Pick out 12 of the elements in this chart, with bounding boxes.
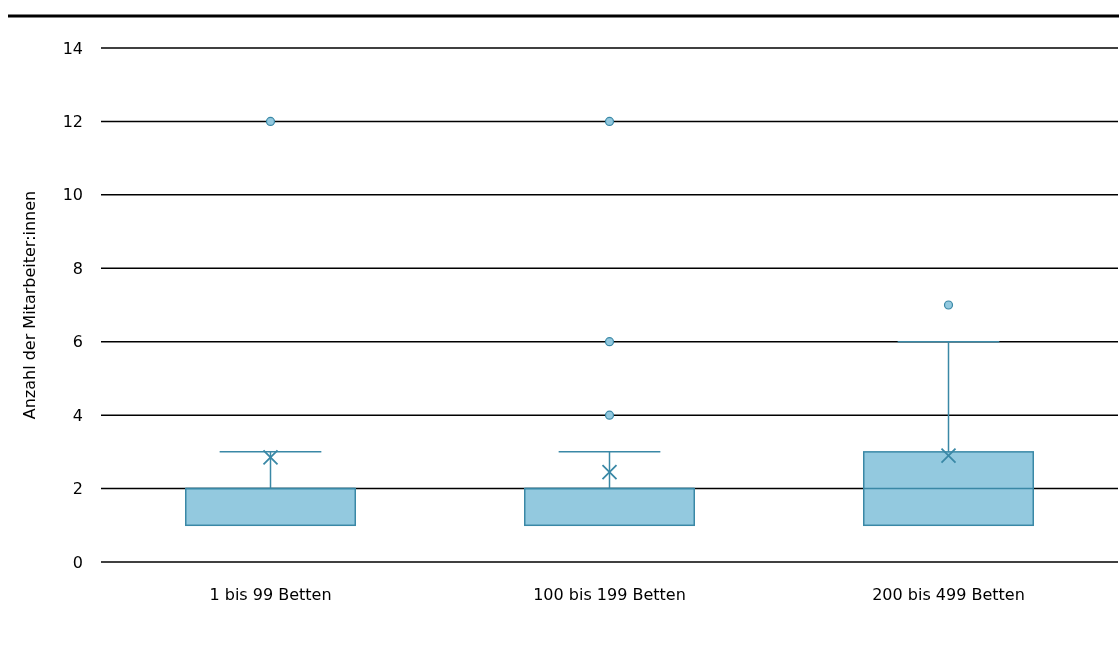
- y-tick-label: 14: [62, 38, 83, 58]
- y-tick-label: 8: [72, 258, 83, 278]
- y-tick-label: 10: [62, 185, 83, 205]
- y-tick-label: 12: [62, 112, 83, 132]
- y-tick-label: 0: [72, 552, 83, 572]
- x-tick-label: 200 bis 499 Betten: [872, 585, 1025, 604]
- y-tick-label: 4: [72, 405, 83, 425]
- y-axis-title: Anzahl der Mitarbeiter:innen: [20, 190, 39, 420]
- x-tick-label: 1 bis 99 Betten: [209, 585, 332, 604]
- y-tick-label: 6: [72, 332, 83, 352]
- x-tick-label: 100 bis 199 Betten: [533, 585, 686, 604]
- y-tick-label: 2: [72, 479, 83, 499]
